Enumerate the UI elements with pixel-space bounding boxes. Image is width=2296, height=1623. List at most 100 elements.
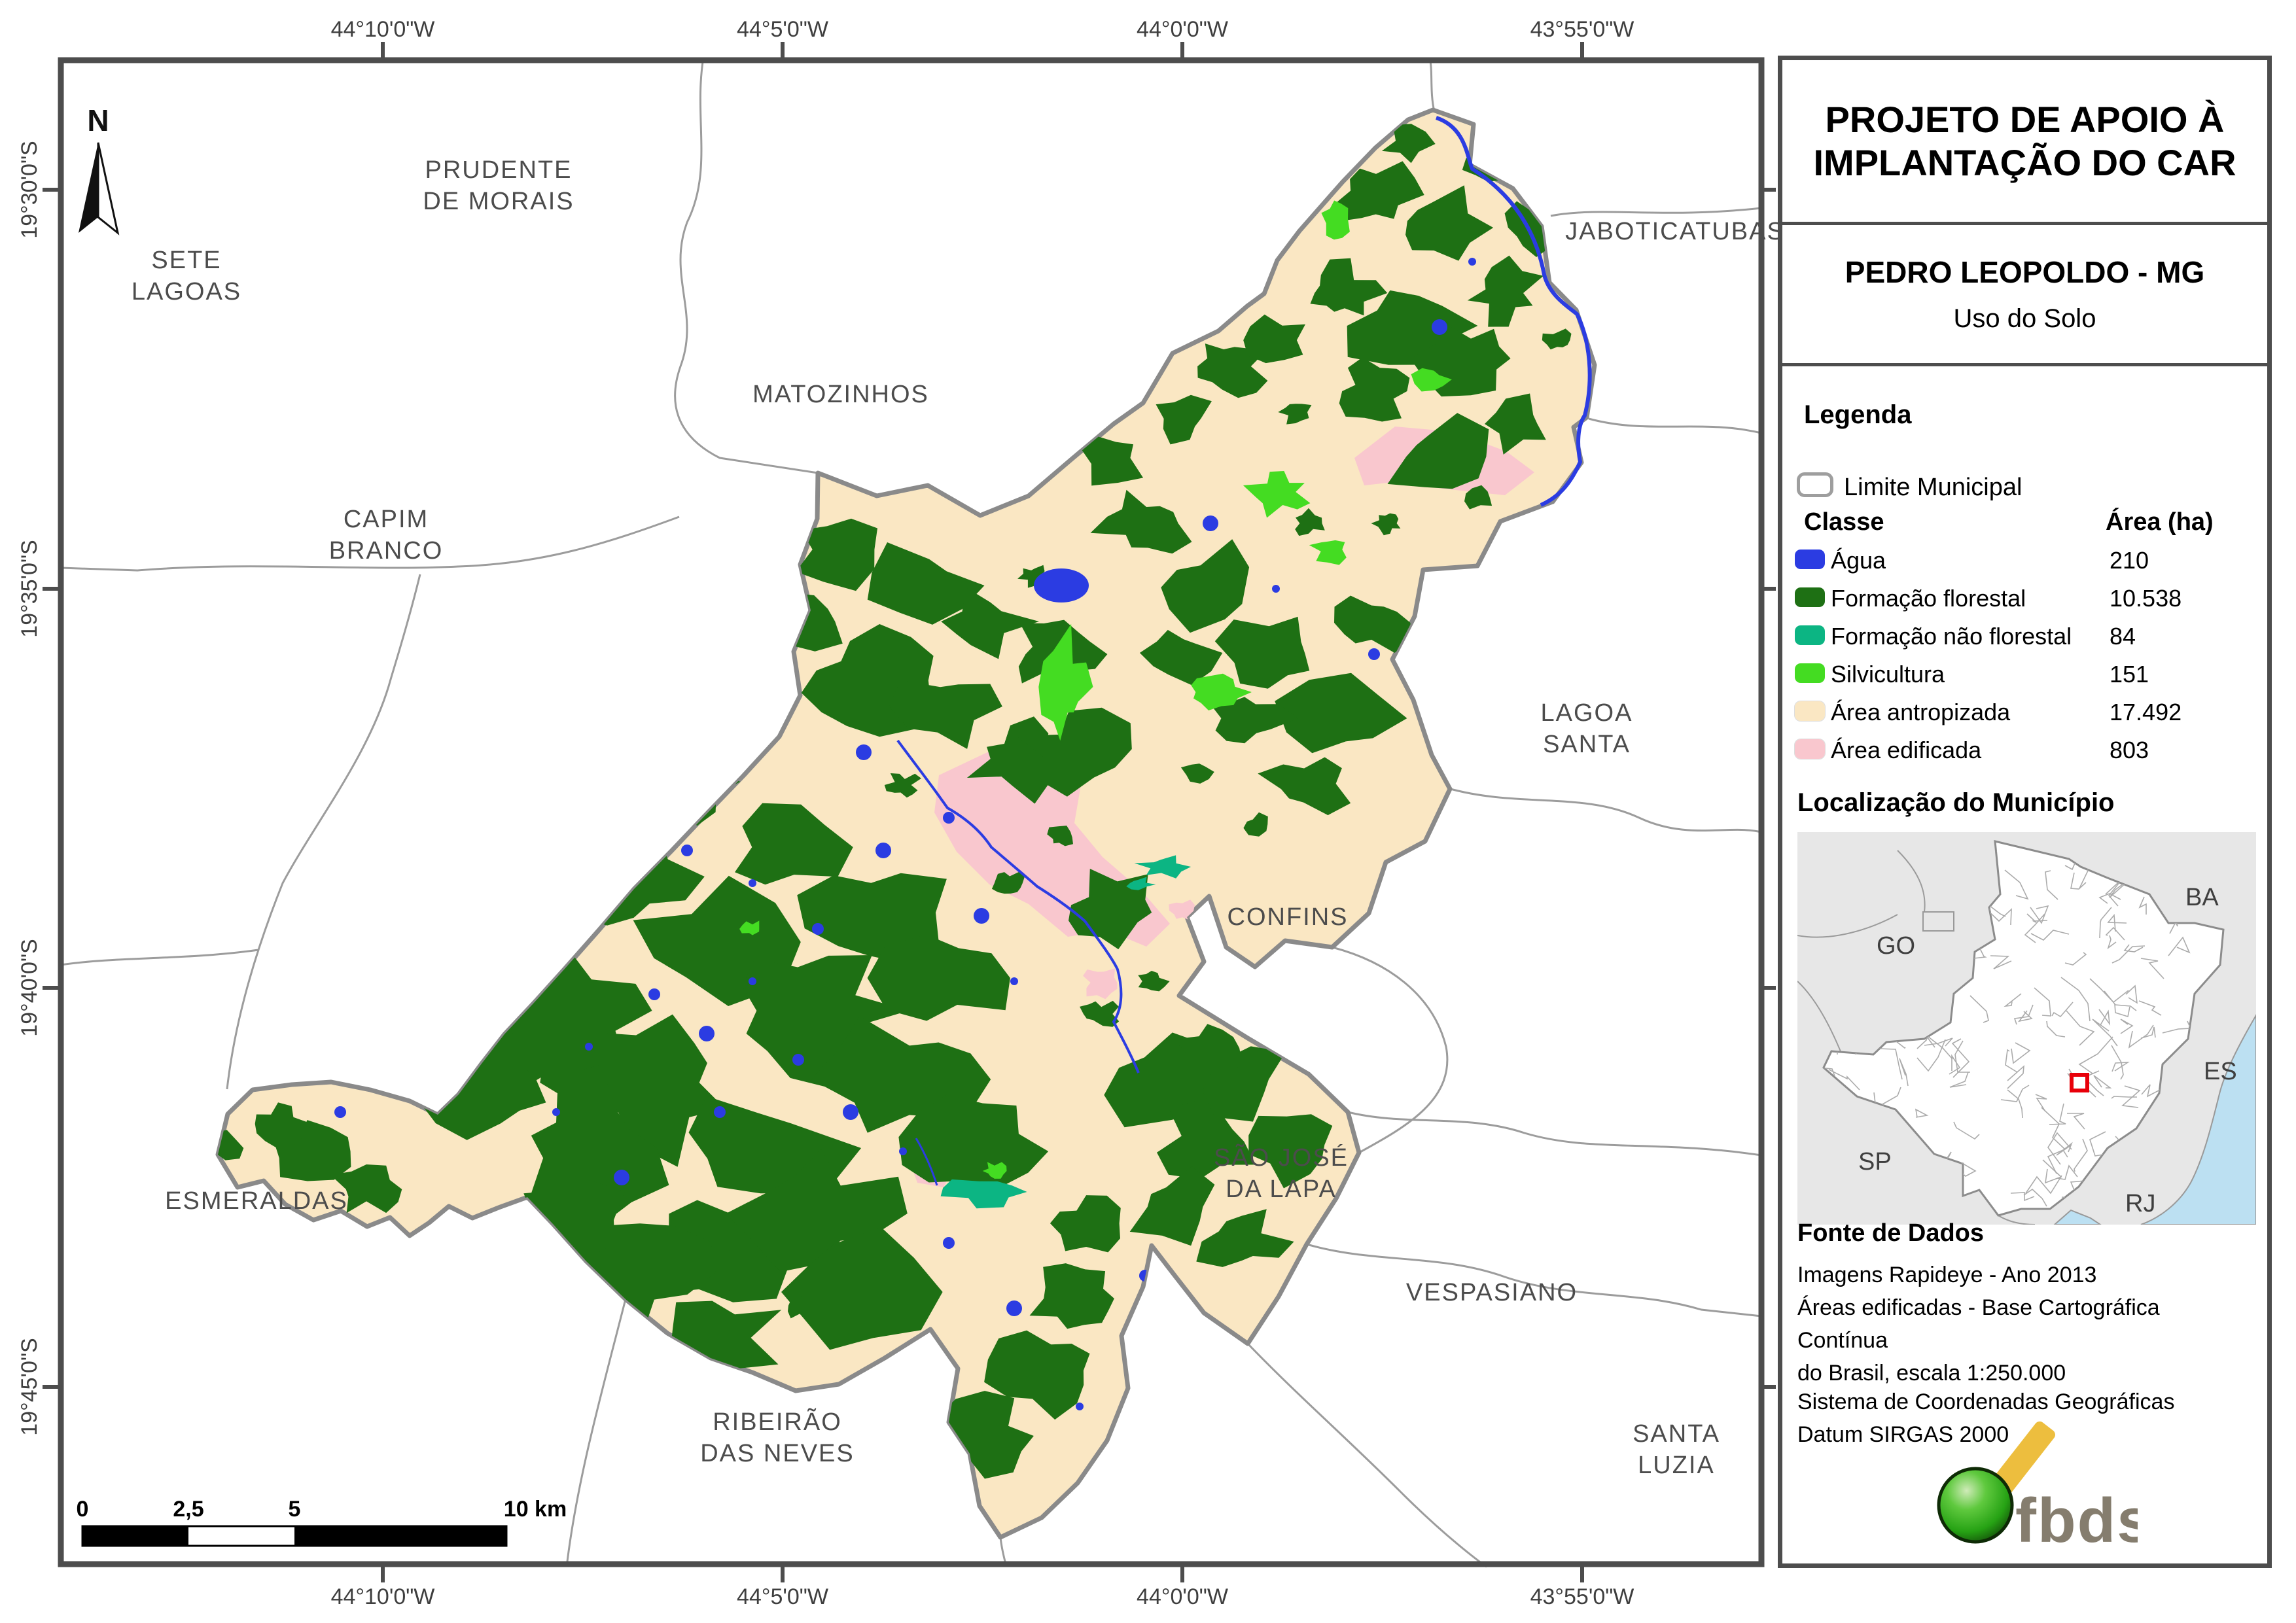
coord-top-2: 44°5'0"W [737,17,828,42]
formacao-florestal-70 [1339,357,1410,422]
municipality-box: PEDRO LEOPOLDO - MG Uso do Solo [1782,225,2267,363]
formacao-florestal-31 [350,930,448,994]
mg-texture-line [2078,1036,2113,1074]
legend-row-3: Silvicultura 151 [1782,661,2267,688]
mg-texture-line [1824,1066,1835,1081]
legend-swatch-4 [1794,701,1826,722]
silvicultura-1 [1309,540,1347,565]
formacao-florestal-8 [472,765,587,867]
formacao-florestal-42 [932,1391,1034,1479]
mg-texture-line [2023,1188,2047,1207]
silvicultura-4 [1321,200,1350,240]
mg-texture-line [2060,977,2091,1022]
silvicultura-2 [1038,623,1093,741]
label-sao-jose-2: DA LAPA [1226,1176,1337,1203]
coord-left-2: 19°35'0"S [17,540,42,637]
mg-texture-line [2107,935,2117,950]
fonte-header: Fonte de Dados [1797,1219,1985,1247]
formacao-florestal-62 [1333,161,1424,222]
formacao-florestal-53 [1275,672,1407,754]
mg-texture-line [2011,1042,2031,1064]
formacao-florestal-92 [1243,812,1268,837]
mg-texture-line [1828,1069,1860,1091]
formacao-florestal-52 [1214,616,1310,689]
agua-pond-27 [1468,258,1476,266]
formacao-florestal-56 [1334,595,1411,653]
agua-pond-13 [812,923,824,935]
scale-10km: 10 km [504,1497,567,1522]
mg-texture-line [2089,978,2129,1003]
formacao-florestal-0 [796,518,877,591]
project-title-line1: PROJETO DE APOIO À [1825,98,2225,140]
agua-pond-25 [1368,648,1380,660]
legend-class-name: Área edificada [1831,737,1982,763]
mg-texture-line [2083,1070,2104,1096]
mg-texture-line [2005,1049,2018,1073]
formacao-florestal-49 [1174,1024,1243,1075]
formacao-florestal-35 [218,1130,244,1161]
mg-texture-line [2107,913,2127,932]
formacao-florestal-77 [720,682,748,707]
mg-texture-line [2051,1002,2074,1018]
mg-texture-line [2105,926,2125,941]
coord-top-1: 44°10'0"W [331,17,435,42]
formacao-florestal-26 [726,1149,908,1272]
legend-swatch-0 [1795,550,1825,569]
mg-texture-line [1916,1039,1946,1072]
locator-red-marker [2070,1073,2089,1092]
formacao-florestal-34 [330,1164,402,1213]
mg-texture-line [2007,1089,2023,1119]
formacao-florestal-57 [1139,629,1223,686]
mg-texture-line [2049,1103,2066,1125]
formacao-florestal-48 [1196,1209,1294,1267]
mg-texture-line [1878,1048,1903,1080]
formacao-nao-florestal-3 [1239,239,1255,256]
formacao-florestal-18 [382,905,517,1011]
agua-pond-10 [714,1106,726,1118]
mg-texture-line [1969,995,1989,1023]
locator-map: GO BA ES SP RJ [1797,832,2256,1225]
formacao-nao-florestal-4 [1126,877,1156,890]
label-ribeirao-2: DAS NEVES [700,1440,855,1467]
mg-texture-line [2162,1021,2192,1034]
project-title-line2: IMPLANTAÇÃO DO CAR [1813,141,2236,183]
logo-text: fbds [2015,1486,2138,1556]
formacao-florestal-84 [788,1296,816,1319]
mg-texture-line [2000,1085,2030,1102]
panel-divider-1 [1782,222,2267,225]
label-capim-branco-2: BRANCO [329,537,444,565]
formacao-florestal-67 [1310,258,1388,316]
coord-left-4: 19°45'0"S [17,1338,42,1435]
agua-pond-2 [529,954,544,969]
coord-top-4: 43°55'0"W [1530,17,1634,42]
formacao-florestal-22 [531,1064,669,1227]
mg-texture-line [2004,869,2029,900]
formacao-nao-florestal-2 [940,1179,1027,1209]
formacao-florestal-30 [368,977,491,1051]
legend-swatch-2 [1795,625,1825,645]
formacao-florestal-78 [1080,1000,1120,1027]
formacao-nao-florestal-1 [1134,855,1192,879]
fbds-logo: fbds [1937,1421,2138,1556]
formacao-florestal-6 [889,680,1002,749]
mg-texture-line [2138,1000,2162,1016]
mg-texture-line [2111,945,2146,964]
mg-texture-line [2168,936,2191,956]
mg-texture-line [2114,1003,2130,1018]
mg-texture-line [2035,1094,2047,1112]
coord-bottom-4: 43°55'0"W [1530,1584,1634,1609]
silvicultura-6 [739,920,760,935]
mg-texture-line [2024,913,2045,943]
legend-row-4: Área antropizada 17.492 [1782,699,2267,725]
coord-left-1: 19°30'0"S [17,141,42,238]
scale-0: 0 [77,1497,89,1522]
label-esmeraldas: ESMERALDAS [165,1187,348,1215]
fonte-line-3: do Brasil, escala 1:250.000 [1797,1361,2066,1386]
mg-texture-line [2010,1192,2035,1202]
panel-divider-2 [1782,363,2267,366]
formacao-florestal-40 [1129,1166,1215,1246]
localizacao-header: Localização do Município [1797,788,2115,817]
mg-texture-line [1951,1038,1970,1078]
mg-texture-line [1924,1034,1953,1060]
